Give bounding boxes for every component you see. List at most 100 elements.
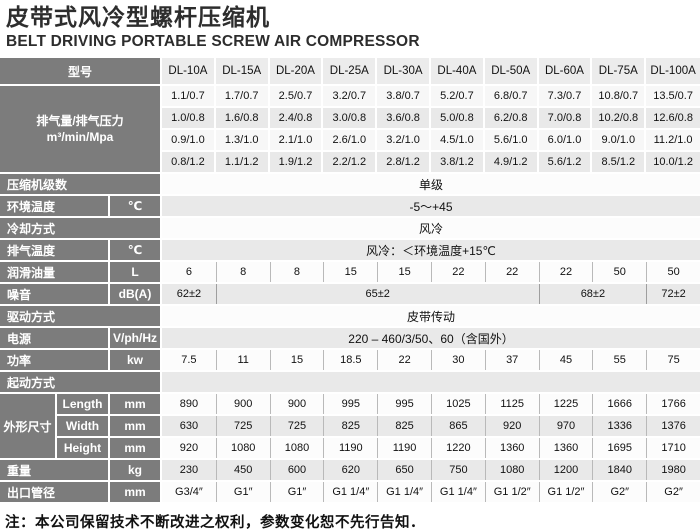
discharge-value-cell: 5.0/0.8 <box>430 108 485 128</box>
discharge-label-line1: 排气量/排气压力 <box>36 114 124 128</box>
spec-value-cell: 865 <box>430 416 485 436</box>
spec-row-label: 压缩机级数 <box>0 174 162 194</box>
spec-value-cell: 1220 <box>430 438 485 458</box>
spec-value-cell: G1 1/4″ <box>430 482 485 502</box>
spec-value-cell: 1225 <box>538 394 593 414</box>
spec-row-value: 风冷 <box>162 218 700 238</box>
discharge-value-cell: 3.8/0.7 <box>377 86 431 106</box>
discharge-value-cell: 5.2/0.7 <box>430 86 485 106</box>
spec-value-cell: 1080 <box>215 438 270 458</box>
spec-value-cell: 18.5 <box>323 350 378 370</box>
spec-value-cell: 900 <box>215 394 270 414</box>
model-header-cell: DL-15A <box>215 58 270 84</box>
spec-row-unit: L <box>110 262 162 282</box>
model-header-cell: DL-30A <box>377 58 431 84</box>
spec-value-cell: G1″ <box>215 482 270 502</box>
spec-value-cell: 620 <box>323 460 378 480</box>
discharge-value-cell: 3.8/1.2 <box>430 152 485 172</box>
spec-value-cell: 6 <box>162 262 216 282</box>
discharge-value-cell: 10.0/1.2 <box>646 152 700 172</box>
table-header-model-label: 型号 <box>0 58 162 84</box>
noise-merged-cell: 68±2 <box>538 284 647 304</box>
spec-row-label: 排气温度 <box>0 240 110 260</box>
spec-value-cell: 15 <box>323 262 378 282</box>
discharge-value-cell: 5.6/1.0 <box>484 130 539 150</box>
discharge-value-cell: 3.6/0.8 <box>377 108 431 128</box>
model-header-cell: DL-20A <box>269 58 324 84</box>
spec-value-cell: G1 1/2″ <box>484 482 539 502</box>
spec-value-cell: 970 <box>538 416 593 436</box>
spec-row-unit: dB(A) <box>110 284 162 304</box>
spec-value-cell: 725 <box>215 416 270 436</box>
spec-value-cell: 1336 <box>592 416 647 436</box>
spec-value-cell: 1125 <box>484 394 539 414</box>
page-title: 皮带式风冷型螺杆压缩机 <box>6 4 270 30</box>
spec-row-label: 环境温度 <box>0 196 110 216</box>
dimension-sub-label: Length <box>57 394 110 414</box>
discharge-label: 排气量/排气压力 m³/min/Mpa <box>0 86 162 172</box>
spec-row-unit: mm <box>110 438 162 458</box>
spec-row-unit: kw <box>110 350 162 370</box>
spec-row-value: 皮带传动 <box>162 306 700 326</box>
spec-value-cell: 37 <box>484 350 539 370</box>
discharge-label-line2: m³/min/Mpa <box>46 130 114 144</box>
spec-value-cell: 7.5 <box>162 350 216 370</box>
discharge-value-cell: 12.6/0.8 <box>646 108 700 128</box>
footer-note: 注：本公司保留技术不断改进之权利，参数变化恕不先行告知． <box>5 515 425 531</box>
discharge-value-cell: 9.0/1.0 <box>592 130 647 150</box>
spec-value-cell: 50 <box>592 262 647 282</box>
spec-value-cell: 1376 <box>646 416 700 436</box>
dimension-group-label: 外形尺寸 <box>0 394 57 458</box>
discharge-value-cell: 3.2/1.0 <box>377 130 431 150</box>
spec-value-cell: 1190 <box>323 438 378 458</box>
discharge-value-cell: 1.9/1.2 <box>269 152 324 172</box>
spec-row-unit: ℃ <box>110 196 162 216</box>
spec-row-value: 220 – 460/3/50、60（含国外） <box>162 328 700 348</box>
discharge-value-cell: 10.2/0.8 <box>592 108 647 128</box>
spec-row-unit: kg <box>110 460 162 480</box>
spec-value-cell: 1666 <box>592 394 647 414</box>
discharge-value-cell: 0.8/1.2 <box>162 152 216 172</box>
spec-row-label: 冷却方式 <box>0 218 162 238</box>
noise-merged-cell: 62±2 <box>162 284 216 304</box>
spec-value-cell: 22 <box>430 262 485 282</box>
discharge-value-cell: 4.9/1.2 <box>484 152 539 172</box>
spec-value-cell: 920 <box>162 438 216 458</box>
spec-value-cell: 1360 <box>538 438 593 458</box>
discharge-value-cell: 3.2/0.7 <box>323 86 378 106</box>
spec-value-cell: 8 <box>215 262 270 282</box>
spec-value-cell: 11 <box>215 350 270 370</box>
spec-row-value <box>162 372 700 392</box>
model-header-cell: DL-25A <box>323 58 378 84</box>
spec-row-label: 功率 <box>0 350 110 370</box>
discharge-value-cell: 10.8/0.7 <box>592 86 647 106</box>
spec-row-label: 电源 <box>0 328 110 348</box>
noise-merged-cell: 72±2 <box>646 284 700 304</box>
spec-value-cell: 600 <box>269 460 324 480</box>
spec-value-cell: 1190 <box>377 438 431 458</box>
spec-row-value: -5～+45 <box>162 196 700 216</box>
spec-value-cell: 22 <box>377 350 431 370</box>
spec-value-cell: G3/4″ <box>162 482 216 502</box>
discharge-value-cell: 1.1/1.2 <box>215 152 270 172</box>
spec-value-cell: 22 <box>484 262 539 282</box>
discharge-value-cell: 1.0/0.8 <box>162 108 216 128</box>
spec-value-cell: 630 <box>162 416 216 436</box>
spec-value-cell: 22 <box>538 262 593 282</box>
page-subtitle: BELT DRIVING PORTABLE SCREW AIR COMPRESS… <box>6 33 420 50</box>
discharge-value-cell: 2.6/1.0 <box>323 130 378 150</box>
spec-value-cell: 1360 <box>484 438 539 458</box>
spec-value-cell: 1766 <box>646 394 700 414</box>
spec-row-label: 润滑油量 <box>0 262 110 282</box>
spec-value-cell: 1840 <box>592 460 647 480</box>
spec-row-unit: V/ph/Hz <box>110 328 162 348</box>
discharge-value-cell: 2.2/1.2 <box>323 152 378 172</box>
spec-value-cell: 230 <box>162 460 216 480</box>
spec-value-cell: G2″ <box>592 482 647 502</box>
spec-value-cell: G1″ <box>269 482 324 502</box>
discharge-value-cell: 2.1/1.0 <box>269 130 324 150</box>
model-header-cell: DL-50A <box>484 58 539 84</box>
discharge-value-cell: 7.0/0.8 <box>538 108 593 128</box>
discharge-value-cell: 2.8/1.2 <box>377 152 431 172</box>
spec-value-cell: 45 <box>538 350 593 370</box>
